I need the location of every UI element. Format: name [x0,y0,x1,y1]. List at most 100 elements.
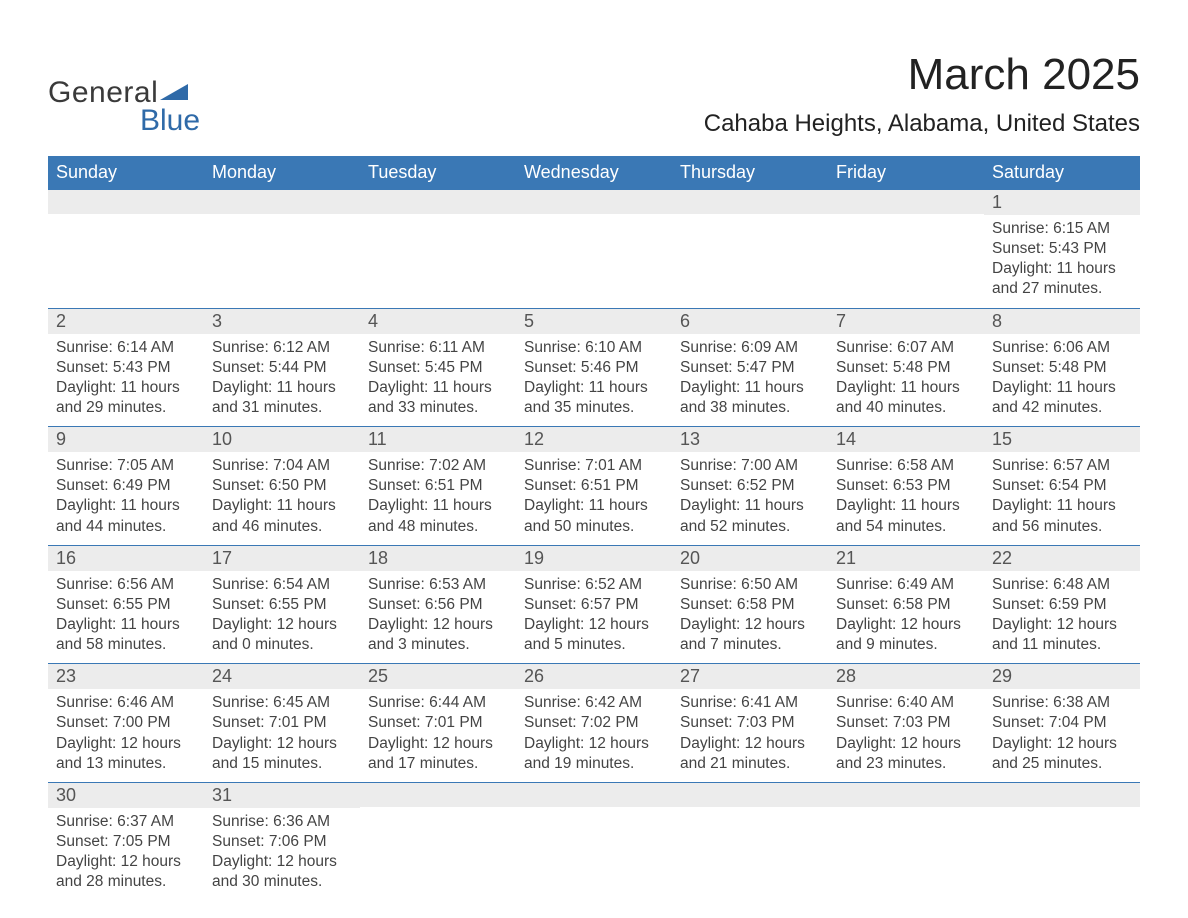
day-number: 30 [48,783,204,808]
sunrise-line: Sunrise: 6:58 AM [836,456,976,476]
day-number [48,190,204,214]
sunrise-line: Sunrise: 7:02 AM [368,456,508,476]
day-detail: Sunrise: 6:15 AMSunset: 5:43 PMDaylight:… [984,215,1140,308]
daylight-line: Daylight: 11 hours and 54 minutes. [836,496,976,536]
day-detail: Sunrise: 6:56 AMSunset: 6:55 PMDaylight:… [48,571,204,664]
day-number: 6 [672,309,828,334]
day-detail: Sunrise: 7:02 AMSunset: 6:51 PMDaylight:… [360,452,516,545]
day-number: 2 [48,309,204,334]
sunset-line: Sunset: 6:59 PM [992,595,1132,615]
day-number: 18 [360,546,516,571]
sunrise-line: Sunrise: 6:48 AM [992,575,1132,595]
sunrise-line: Sunrise: 6:11 AM [368,338,508,358]
day-detail: Sunrise: 7:05 AMSunset: 6:49 PMDaylight:… [48,452,204,545]
day-number [984,783,1140,807]
daylight-line: Daylight: 12 hours and 30 minutes. [212,852,352,892]
sunrise-line: Sunrise: 6:52 AM [524,575,664,595]
day-detail: Sunrise: 6:07 AMSunset: 5:48 PMDaylight:… [828,334,984,427]
location-subtitle: Cahaba Heights, Alabama, United States [704,110,1140,138]
day-detail [360,215,516,235]
day-number [828,190,984,214]
day-number: 1 [984,190,1140,215]
daylight-line: Daylight: 12 hours and 11 minutes. [992,615,1132,655]
sunrise-line: Sunrise: 6:50 AM [680,575,820,595]
day-detail: Sunrise: 6:36 AMSunset: 7:06 PMDaylight:… [204,808,360,901]
day-detail [984,808,1140,828]
sunset-line: Sunset: 6:58 PM [680,595,820,615]
brand-flag-icon [160,82,190,102]
sunrise-line: Sunrise: 6:38 AM [992,693,1132,713]
daylight-line: Daylight: 12 hours and 21 minutes. [680,734,820,774]
day-number: 25 [360,664,516,689]
day-detail: Sunrise: 7:01 AMSunset: 6:51 PMDaylight:… [516,452,672,545]
day-detail: Sunrise: 6:44 AMSunset: 7:01 PMDaylight:… [360,689,516,782]
sunset-line: Sunset: 5:47 PM [680,358,820,378]
day-number: 13 [672,427,828,452]
daylight-line: Daylight: 11 hours and 56 minutes. [992,496,1132,536]
sunrise-line: Sunrise: 6:53 AM [368,575,508,595]
daylight-line: Daylight: 11 hours and 44 minutes. [56,496,196,536]
day-number [672,783,828,807]
sunrise-line: Sunrise: 6:09 AM [680,338,820,358]
sunset-line: Sunset: 6:58 PM [836,595,976,615]
day-number: 19 [516,546,672,571]
daylight-line: Daylight: 12 hours and 13 minutes. [56,734,196,774]
daylight-line: Daylight: 11 hours and 52 minutes. [680,496,820,536]
sunset-line: Sunset: 6:57 PM [524,595,664,615]
sunrise-line: Sunrise: 7:04 AM [212,456,352,476]
day-detail: Sunrise: 6:53 AMSunset: 6:56 PMDaylight:… [360,571,516,664]
sunset-line: Sunset: 5:43 PM [56,358,196,378]
sunrise-line: Sunrise: 6:44 AM [368,693,508,713]
day-number [360,783,516,807]
day-detail: Sunrise: 6:06 AMSunset: 5:48 PMDaylight:… [984,334,1140,427]
daylight-line: Daylight: 12 hours and 25 minutes. [992,734,1132,774]
day-detail: Sunrise: 6:52 AMSunset: 6:57 PMDaylight:… [516,571,672,664]
daylight-line: Daylight: 11 hours and 50 minutes. [524,496,664,536]
day-detail: Sunrise: 6:49 AMSunset: 6:58 PMDaylight:… [828,571,984,664]
weekday-header: Friday [828,156,984,190]
day-number: 24 [204,664,360,689]
sunset-line: Sunset: 6:50 PM [212,476,352,496]
sunset-line: Sunset: 7:03 PM [836,713,976,733]
daylight-line: Daylight: 12 hours and 7 minutes. [680,615,820,655]
weekday-header: Wednesday [516,156,672,190]
sunset-line: Sunset: 5:48 PM [836,358,976,378]
sunrise-line: Sunrise: 6:40 AM [836,693,976,713]
sunset-line: Sunset: 7:01 PM [368,713,508,733]
day-detail [672,215,828,235]
day-number: 8 [984,309,1140,334]
daylight-line: Daylight: 12 hours and 3 minutes. [368,615,508,655]
daylight-line: Daylight: 12 hours and 17 minutes. [368,734,508,774]
day-number [360,190,516,214]
sunrise-line: Sunrise: 6:07 AM [836,338,976,358]
day-detail: Sunrise: 6:42 AMSunset: 7:02 PMDaylight:… [516,689,672,782]
sunset-line: Sunset: 7:04 PM [992,713,1132,733]
day-detail: Sunrise: 7:04 AMSunset: 6:50 PMDaylight:… [204,452,360,545]
weekday-header: Thursday [672,156,828,190]
day-detail [204,215,360,235]
daylight-line: Daylight: 11 hours and 33 minutes. [368,378,508,418]
day-detail: Sunrise: 6:10 AMSunset: 5:46 PMDaylight:… [516,334,672,427]
day-detail: Sunrise: 6:12 AMSunset: 5:44 PMDaylight:… [204,334,360,427]
sunset-line: Sunset: 7:06 PM [212,832,352,852]
day-number: 31 [204,783,360,808]
sunset-line: Sunset: 6:54 PM [992,476,1132,496]
weekday-header: Saturday [984,156,1140,190]
daylight-line: Daylight: 12 hours and 28 minutes. [56,852,196,892]
title-block: March 2025 Cahaba Heights, Alabama, Unit… [704,50,1140,138]
day-number: 22 [984,546,1140,571]
sunrise-line: Sunrise: 6:10 AM [524,338,664,358]
day-detail: Sunrise: 6:45 AMSunset: 7:01 PMDaylight:… [204,689,360,782]
day-number: 17 [204,546,360,571]
day-number: 5 [516,309,672,334]
sunset-line: Sunset: 7:02 PM [524,713,664,733]
brand-logo: General Blue [48,40,200,138]
day-detail: Sunrise: 6:40 AMSunset: 7:03 PMDaylight:… [828,689,984,782]
daylight-line: Daylight: 11 hours and 40 minutes. [836,378,976,418]
sunrise-line: Sunrise: 6:15 AM [992,219,1132,239]
day-detail: Sunrise: 6:41 AMSunset: 7:03 PMDaylight:… [672,689,828,782]
day-number: 16 [48,546,204,571]
sunset-line: Sunset: 6:51 PM [368,476,508,496]
month-title: March 2025 [704,50,1140,100]
sunrise-line: Sunrise: 6:42 AM [524,693,664,713]
